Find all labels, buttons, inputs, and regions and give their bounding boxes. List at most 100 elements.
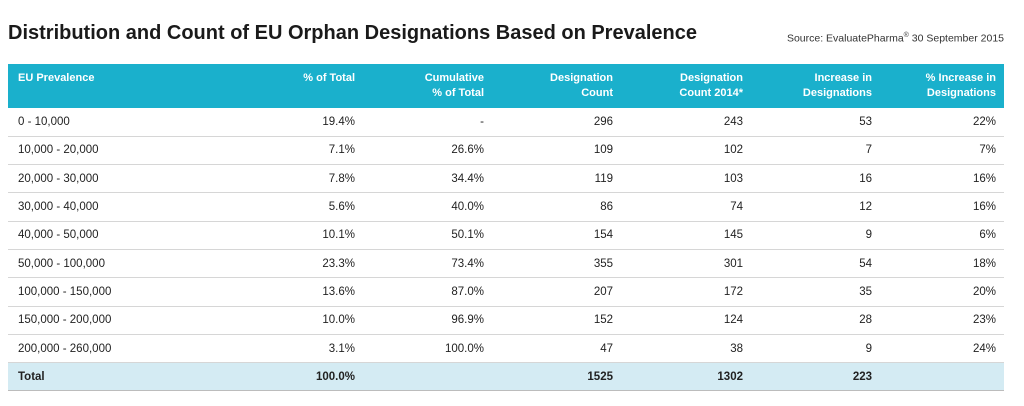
column-header: Designation Count 2014* — [621, 64, 751, 108]
table-cell: 5.6% — [234, 192, 363, 222]
source-suffix: 30 September 2015 — [908, 32, 1004, 45]
table-cell: - — [363, 108, 492, 137]
table-cell: 7.1% — [234, 136, 363, 166]
table-cell: 28 — [751, 306, 880, 335]
table-cell: 34.4% — [363, 164, 492, 194]
column-header: Designation Count — [492, 64, 621, 108]
column-header-line: EU Prevalence — [18, 72, 95, 84]
table-cell: 10.1% — [234, 221, 363, 250]
total-cell — [880, 362, 1004, 392]
table-cell: 22% — [880, 108, 1004, 137]
table-cell: 3.1% — [234, 334, 363, 364]
table-header: EU Prevalence % of Total Cumulative % of To… — [8, 64, 1004, 108]
table-cell: 10.0% — [234, 306, 363, 335]
table-row: 150,000 - 200,000 10.0% 96.9% 152 124 28 23% — [8, 306, 1004, 335]
table-cell: 207 — [492, 277, 621, 307]
table-cell: 119 — [492, 164, 621, 194]
table-cell: 19.4% — [234, 108, 363, 137]
table-cell: 40.0% — [363, 192, 492, 222]
prevalence-table: EU Prevalence % of Total Cumulative % of To… — [8, 64, 1004, 392]
source-registered-mark: ® — [903, 32, 909, 39]
table-cell: 243 — [621, 108, 751, 137]
total-label-cell: Total — [8, 362, 234, 392]
table-cell: 100.0% — [363, 334, 492, 364]
table-cell: 172 — [621, 277, 751, 307]
table-cell: 7% — [880, 136, 1004, 166]
table-cell: 355 — [492, 249, 621, 279]
table-cell: 7 — [751, 136, 880, 166]
table-row: 20,000 - 30,000 7.8% 34.4% 119 103 16 16% — [8, 164, 1004, 194]
prevalence-range-cell: 100,000 - 150,000 — [8, 277, 234, 307]
column-header-line: Designations — [926, 87, 996, 99]
column-header-line: Designations — [802, 87, 872, 99]
column-header-line: % Increase in — [925, 72, 996, 84]
table-cell: 154 — [492, 221, 621, 250]
total-cell: 1302 — [621, 362, 751, 392]
table-cell: 9 — [751, 334, 880, 364]
table-row: 30,000 - 40,000 5.6% 40.0% 86 74 12 16% — [8, 192, 1004, 222]
total-cell — [363, 362, 492, 392]
column-header-line: % of Total — [303, 72, 355, 84]
column-header: Increase in Designations — [751, 64, 880, 108]
column-header-line: % of Total — [432, 87, 484, 99]
prevalence-range-cell: 10,000 - 20,000 — [8, 136, 234, 166]
column-header-line: Count 2014* — [679, 87, 743, 99]
table-cell: 18% — [880, 249, 1004, 279]
table-cell: 13.6% — [234, 277, 363, 307]
table-cell: 9 — [751, 221, 880, 250]
source-note: Source: EvaluatePharma® 30 September 201… — [787, 32, 1004, 45]
prevalence-range-cell: 30,000 - 40,000 — [8, 192, 234, 222]
table-cell: 124 — [621, 306, 751, 335]
table-cell: 102 — [621, 136, 751, 166]
table-cell: 109 — [492, 136, 621, 166]
column-header-line: Designation — [680, 72, 743, 84]
table-cell: 145 — [621, 221, 751, 250]
table-cell: 152 — [492, 306, 621, 335]
column-header: % of Total — [234, 64, 363, 108]
page-title: Distribution and Count of EU Orphan Desi… — [8, 22, 697, 44]
column-header-line: Cumulative — [424, 72, 484, 84]
table-cell: 26.6% — [363, 136, 492, 166]
table-cell: 12 — [751, 192, 880, 222]
table-cell: 16% — [880, 164, 1004, 194]
column-header: Cumulative % of Total — [363, 64, 492, 108]
table-cell: 74 — [621, 192, 751, 222]
table-cell: 35 — [751, 277, 880, 307]
table-cell: 96.9% — [363, 306, 492, 335]
table-cell: 54 — [751, 249, 880, 279]
total-cell: 100.0% — [234, 362, 363, 392]
column-header-line: Increase in — [814, 72, 872, 84]
source-prefix: Source: EvaluatePharma — [786, 32, 904, 45]
prevalence-range-cell: 150,000 - 200,000 — [8, 306, 234, 335]
prevalence-range-cell: 0 - 10,000 — [8, 108, 234, 137]
table-cell: 86 — [492, 192, 621, 222]
table-row: 200,000 - 260,000 3.1% 100.0% 47 38 9 24% — [8, 334, 1004, 364]
table-cell: 73.4% — [363, 249, 492, 279]
table-cell: 296 — [492, 108, 621, 137]
table-cell: 16% — [880, 192, 1004, 222]
table-cell: 301 — [621, 249, 751, 279]
header-row: EU Prevalence % of Total Cumulative % of To… — [8, 64, 1004, 108]
table-cell: 23.3% — [234, 249, 363, 279]
table-body: 0 - 10,000 19.4% -296 243 53 22% 10,000 - 20,0… — [8, 108, 1004, 364]
table-row: 10,000 - 20,000 7.1% 26.6% 109 102 7 7% — [8, 136, 1004, 166]
table-cell: 7.8% — [234, 164, 363, 194]
prevalence-range-cell: 50,000 - 100,000 — [8, 249, 234, 279]
table-cell: 24% — [880, 334, 1004, 364]
table-row: 0 - 10,000 19.4% -296 243 53 22% — [8, 108, 1004, 137]
table-cell: 23% — [880, 306, 1004, 335]
prevalence-range-cell: 20,000 - 30,000 — [8, 164, 234, 194]
table-cell: 50.1% — [363, 221, 492, 250]
column-header-line: Designation — [550, 72, 613, 84]
table-row: 100,000 - 150,000 13.6% 87.0% 207 172 35 20% — [8, 277, 1004, 307]
prevalence-range-cell: 40,000 - 50,000 — [8, 221, 234, 250]
column-header: EU Prevalence — [8, 64, 234, 108]
table-row: 50,000 - 100,000 23.3% 73.4% 355 301 54 18% — [8, 249, 1004, 279]
table-cell: 103 — [621, 164, 751, 194]
table-cell: 53 — [751, 108, 880, 137]
table-row: 40,000 - 50,000 10.1% 50.1% 154 145 9 6% — [8, 221, 1004, 250]
table-cell: 16 — [751, 164, 880, 194]
table-footer: Total 100.0% 1525 1302 223 — [8, 362, 1004, 392]
total-cell: 223 — [751, 362, 880, 392]
column-header-line: Count — [581, 87, 613, 99]
